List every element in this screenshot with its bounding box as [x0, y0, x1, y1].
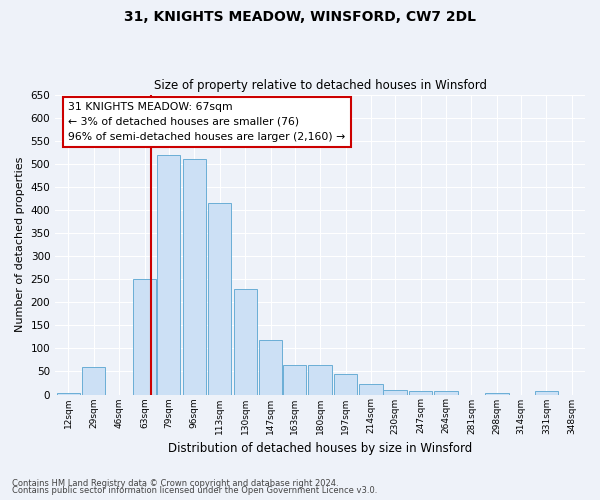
Text: 31 KNIGHTS MEADOW: 67sqm
← 3% of detached houses are smaller (76)
96% of semi-de: 31 KNIGHTS MEADOW: 67sqm ← 3% of detache…: [68, 102, 346, 142]
Bar: [308, 366, 332, 394]
Text: Contains public sector information licensed under the Open Government Licence v3: Contains public sector information licen…: [12, 486, 377, 495]
Title: Size of property relative to detached houses in Winsford: Size of property relative to detached ho…: [154, 79, 487, 92]
Bar: [334, 374, 357, 394]
Bar: [82, 367, 106, 394]
Bar: [283, 366, 306, 394]
Text: Contains HM Land Registry data © Crown copyright and database right 2024.: Contains HM Land Registry data © Crown c…: [12, 478, 338, 488]
Bar: [157, 154, 181, 394]
Bar: [535, 391, 558, 394]
Bar: [208, 203, 231, 394]
Y-axis label: Number of detached properties: Number of detached properties: [15, 157, 25, 332]
Bar: [359, 384, 383, 394]
Bar: [259, 340, 282, 394]
Bar: [434, 391, 458, 394]
Bar: [485, 393, 509, 394]
Text: 31, KNIGHTS MEADOW, WINSFORD, CW7 2DL: 31, KNIGHTS MEADOW, WINSFORD, CW7 2DL: [124, 10, 476, 24]
Bar: [383, 390, 407, 394]
Bar: [133, 279, 157, 394]
Bar: [233, 290, 257, 395]
X-axis label: Distribution of detached houses by size in Winsford: Distribution of detached houses by size …: [168, 442, 472, 455]
Bar: [182, 159, 206, 394]
Bar: [56, 393, 80, 394]
Bar: [409, 391, 432, 394]
